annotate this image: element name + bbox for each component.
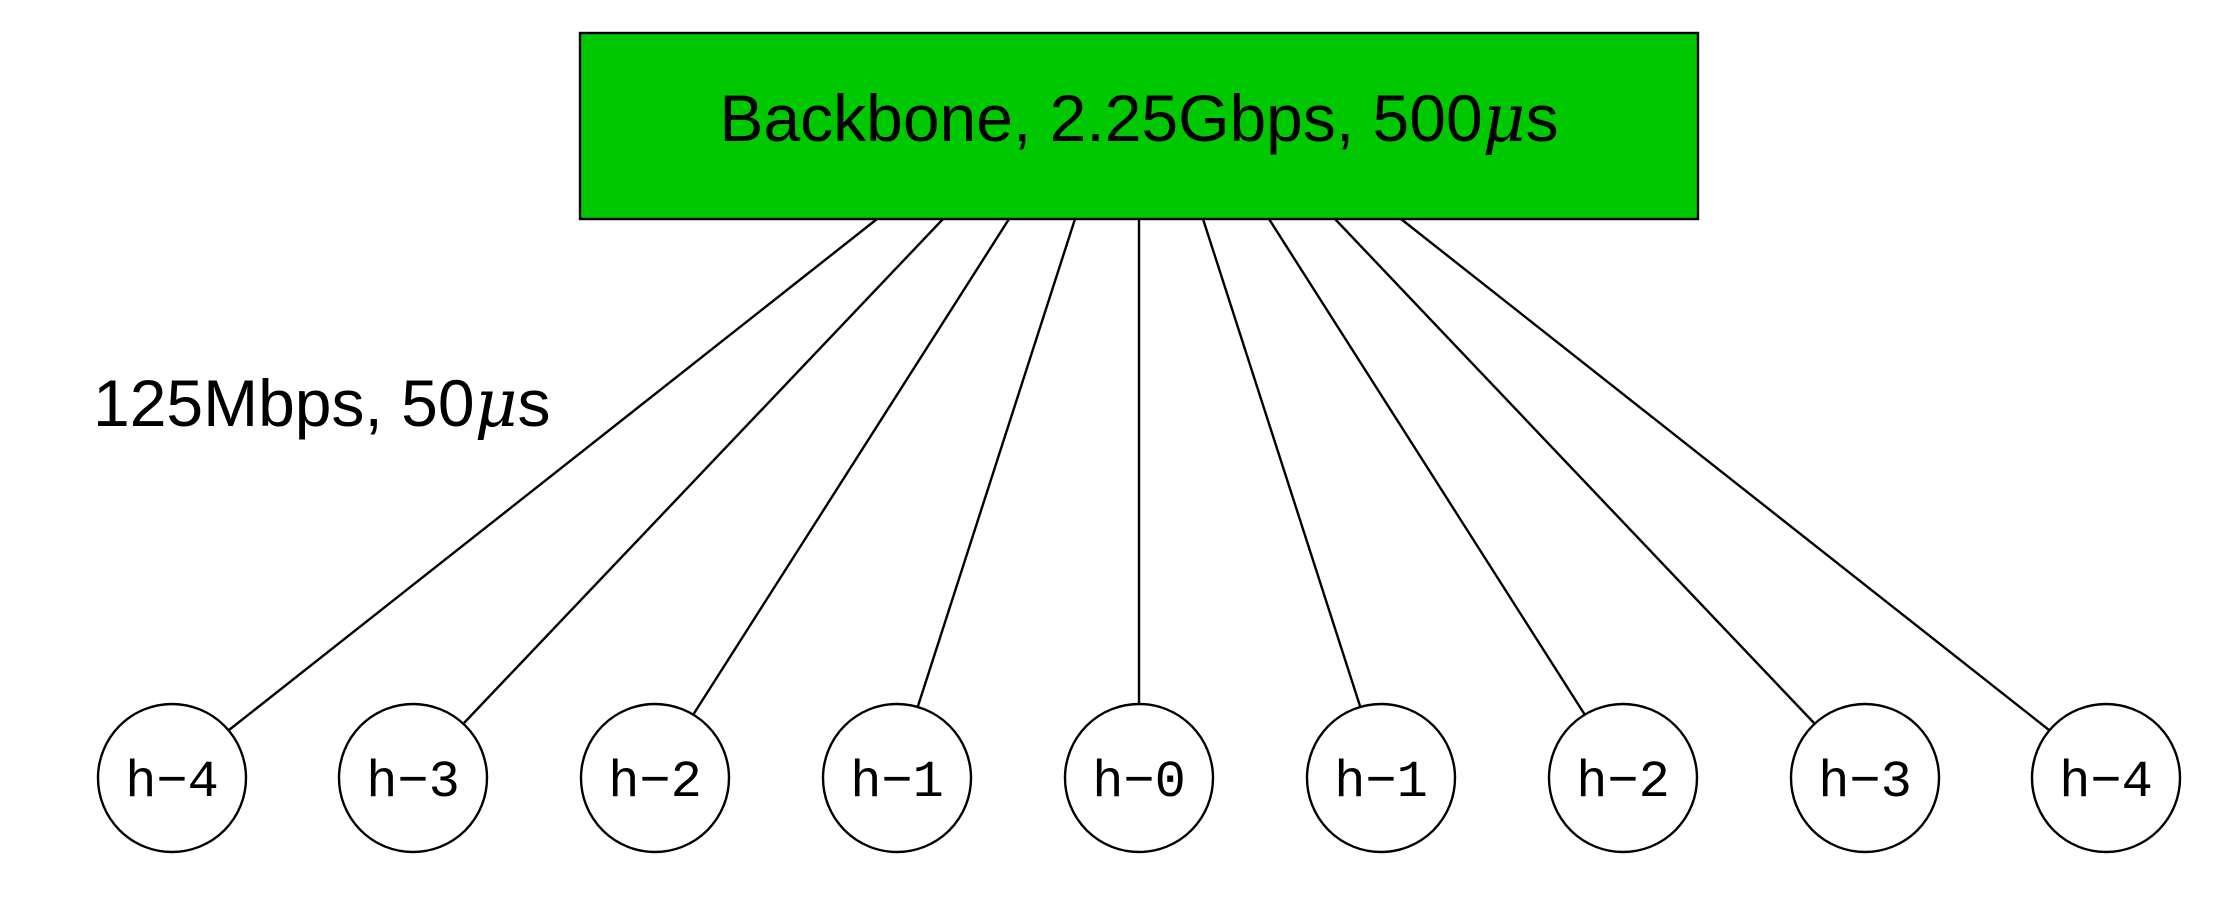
access-link-label: 125Mbps, 50μs: [93, 365, 551, 442]
links: [228, 218, 2050, 731]
link-h-3-left: [463, 218, 944, 724]
host-circle: [579, 702, 731, 854]
host-label: h−3: [366, 753, 460, 812]
host-circle: [2030, 702, 2182, 854]
link-h-2-right: [1267, 218, 1587, 716]
host-label: h−1: [850, 753, 944, 812]
backbone-box: [578, 31, 1700, 221]
host-circle: [1547, 702, 1699, 854]
host-node: h−2: [1547, 702, 1699, 854]
backbone-label: Backbone, 2.25Gbps, 500μs: [719, 80, 1558, 157]
host-node: h−4: [96, 702, 248, 854]
host-label: h−0: [1092, 753, 1186, 812]
host-node: h−0: [1063, 702, 1215, 854]
host-node: h−4: [2030, 702, 2182, 854]
host-node: h−1: [821, 702, 973, 854]
backbone-node: Backbone, 2.25Gbps, 500μs: [578, 31, 1700, 221]
host-node: h−3: [337, 702, 489, 854]
host-label: h−4: [125, 753, 219, 812]
host-circle: [337, 702, 489, 854]
link-h-3-right: [1334, 218, 1815, 724]
link-h-1-right: [1201, 218, 1362, 707]
host-label: h−3: [1818, 753, 1912, 812]
host-circle: [96, 702, 248, 854]
host-node: h−3: [1789, 702, 1941, 854]
hosts: h−4 h−3 h−2 h−1 h−0 h−1 h−2 h−3: [96, 702, 2182, 854]
host-label: h−2: [1576, 753, 1670, 812]
host-node: h−1: [1305, 702, 1457, 854]
host-circle: [1789, 702, 1941, 854]
host-label: h−1: [1334, 753, 1428, 812]
host-node: h−2: [579, 702, 731, 854]
host-circle: [821, 702, 973, 854]
link-h-1-left: [916, 218, 1077, 707]
host-label: h−2: [608, 753, 702, 812]
host-circle: [1305, 702, 1457, 854]
host-label: h−4: [2059, 753, 2153, 812]
link-h-2-left: [691, 218, 1011, 716]
host-circle: [1063, 702, 1215, 854]
link-h-4-right: [1400, 218, 2050, 731]
link-h-4-left: [228, 218, 878, 731]
